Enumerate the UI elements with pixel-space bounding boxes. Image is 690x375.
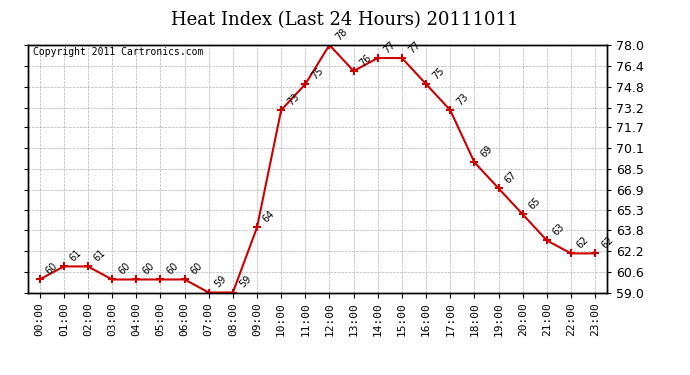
Text: 61: 61	[92, 248, 108, 264]
Text: Copyright 2011 Cartronics.com: Copyright 2011 Cartronics.com	[33, 48, 204, 57]
Text: 60: 60	[141, 261, 156, 277]
Text: 67: 67	[503, 170, 518, 186]
Text: 60: 60	[117, 261, 132, 277]
Text: 78: 78	[334, 26, 349, 42]
Text: 77: 77	[406, 39, 422, 55]
Text: 59: 59	[213, 274, 228, 290]
Text: 73: 73	[455, 92, 470, 107]
Text: 61: 61	[68, 248, 83, 264]
Text: 69: 69	[479, 144, 494, 159]
Text: 60: 60	[165, 261, 180, 277]
Text: 64: 64	[262, 209, 277, 225]
Text: 60: 60	[44, 261, 59, 277]
Text: 62: 62	[600, 235, 615, 250]
Text: 60: 60	[189, 261, 204, 277]
Text: 73: 73	[286, 92, 301, 107]
Text: 75: 75	[310, 65, 326, 81]
Text: 65: 65	[527, 196, 542, 211]
Text: 77: 77	[382, 39, 398, 55]
Text: 75: 75	[431, 65, 446, 81]
Text: 62: 62	[575, 235, 591, 250]
Text: Heat Index (Last 24 Hours) 20111011: Heat Index (Last 24 Hours) 20111011	[171, 11, 519, 29]
Text: 63: 63	[551, 222, 566, 238]
Text: 59: 59	[237, 274, 253, 290]
Text: 76: 76	[358, 53, 373, 68]
